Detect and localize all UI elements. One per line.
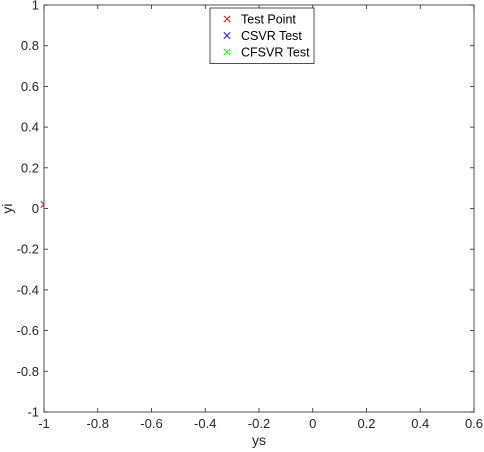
y-tick-label: -1 bbox=[27, 405, 39, 420]
y-axis-label: yi bbox=[0, 203, 15, 213]
x-tick-label: 0.6 bbox=[465, 416, 483, 431]
legend-label: Test Point bbox=[241, 13, 296, 27]
legend-label: CFSVR Test bbox=[241, 46, 310, 60]
legend-item: CFSVR Test bbox=[223, 46, 310, 60]
legend: Test Point CSVR Test CFSVR Test bbox=[209, 7, 315, 64]
x-axis-label: ys bbox=[252, 432, 266, 448]
y-tick-label: -0.4 bbox=[17, 282, 39, 297]
x-tick-label: -1 bbox=[38, 416, 50, 431]
x-tick-label: -0.8 bbox=[87, 416, 109, 431]
x-tick-label: -0.6 bbox=[140, 416, 162, 431]
x-tick-label: 0 bbox=[309, 416, 316, 431]
y-tick-label: -0.8 bbox=[17, 364, 39, 379]
axes: -1 -0.8 -0.6 -0.4 -0.2 0 0.2 0.4 0.6 -1 -0.8 -0.6 -0… bbox=[17, 0, 483, 431]
x-tick-label: 0.2 bbox=[357, 416, 375, 431]
axes-box bbox=[43, 4, 475, 413]
legend-label: CSVR Test bbox=[241, 29, 302, 43]
x-tick-label: 0.4 bbox=[411, 416, 429, 431]
y-tick-label: 1 bbox=[32, 0, 39, 13]
legend-marker bbox=[223, 48, 231, 56]
y-tick-label: -0.2 bbox=[17, 242, 39, 257]
y-tick-label: -0.6 bbox=[17, 323, 39, 338]
legend-item: Test Point bbox=[223, 13, 296, 27]
y-tick-label: 0.4 bbox=[21, 120, 39, 135]
y-tick-label: 0.6 bbox=[21, 79, 39, 94]
y-tick-label: 0 bbox=[32, 201, 39, 216]
x-tick-label: -0.4 bbox=[194, 416, 216, 431]
y-tick-label: 0.2 bbox=[21, 160, 39, 175]
legend-marker bbox=[223, 15, 231, 23]
legend-item: CSVR Test bbox=[223, 29, 302, 43]
x-tick-label: -0.2 bbox=[248, 416, 270, 431]
y-tick-label: 0.8 bbox=[21, 38, 39, 53]
legend-marker bbox=[223, 31, 231, 40]
